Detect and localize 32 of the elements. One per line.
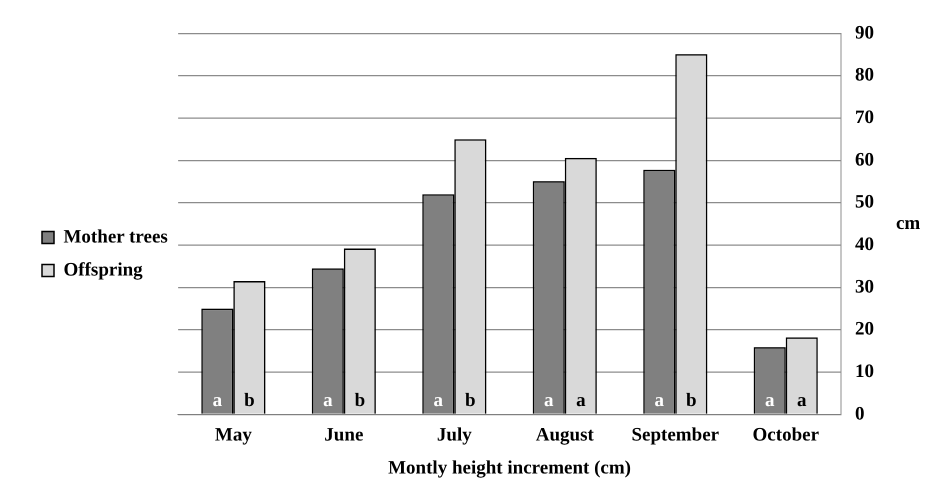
data-label: a [434, 390, 444, 411]
data-label: a [323, 390, 334, 411]
y-axis-title: cm [896, 212, 920, 234]
y-tick-label: 30 [855, 276, 874, 298]
legend-label: Offspring [64, 259, 144, 280]
data-label: b [244, 390, 255, 411]
y-tick-label: 80 [855, 64, 874, 86]
x-tick-label: May [214, 424, 252, 446]
data-label: a [654, 390, 665, 411]
y-tick-label: 50 [855, 192, 874, 213]
y-tick-label: 0 [855, 403, 864, 424]
y-tick-label: 70 [855, 106, 874, 128]
y-tick-label: 20 [855, 318, 874, 340]
x-tick-label: June [324, 424, 364, 446]
legend-label: Mother trees [64, 226, 168, 248]
y-tick-label: 10 [855, 360, 874, 382]
data-label: b [465, 390, 476, 411]
y-tick-label: 40 [855, 234, 874, 255]
data-label: a [764, 390, 775, 411]
data-label: b [686, 390, 697, 411]
y-tick-label: 90 [855, 22, 874, 44]
x-tick-label: July [436, 424, 472, 446]
x-axis-title: Montly height increment (cm) [388, 458, 632, 479]
x-tick-label: October [752, 424, 820, 446]
data-label: a [576, 390, 586, 411]
y-tick-label: 60 [855, 149, 874, 170]
data-label: b [354, 390, 366, 411]
data-label: a [544, 390, 554, 411]
x-tick-label: September [631, 424, 720, 446]
data-label: a [797, 390, 808, 411]
data-label: a [212, 390, 223, 411]
x-tick-label: August [536, 424, 595, 446]
